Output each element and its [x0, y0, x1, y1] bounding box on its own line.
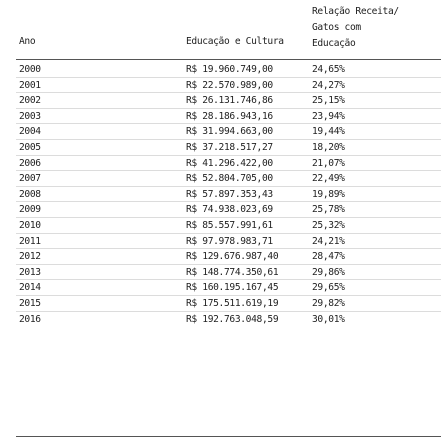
table-row: 2001 R$ 22.570.989,00 24,27% — [0, 78, 444, 94]
table-body: 2000 R$ 19.960.749,00 24,65% 2001 R$ 22.570.… — [0, 62, 444, 327]
table-row: 2003 R$ 28.186.943,16 23,94% — [0, 109, 444, 125]
table-row: 2009 R$ 74.938.023,69 25,78% — [0, 202, 444, 218]
cell-relacao: 28,47% — [312, 251, 345, 263]
table-row: 2008 R$ 57.897.353,43 19,89% — [0, 187, 444, 203]
cell-ano: 2012 — [19, 251, 41, 263]
cell-relacao: 21,07% — [312, 157, 345, 169]
table-row: 2002 R$ 26.131.746,86 25,15% — [0, 93, 444, 109]
cell-relacao: 19,89% — [312, 188, 345, 200]
cell-relacao: 29,86% — [312, 266, 345, 278]
cell-relacao: 30,01% — [312, 313, 345, 325]
header-ano: Ano — [19, 36, 36, 47]
header-relacao-receita: Relação Receita/ Gatos com Educação — [312, 6, 399, 49]
table-row: 2006 R$ 41.296.422,00 21,07% — [0, 156, 444, 172]
cell-ano: 2010 — [19, 219, 41, 231]
cell-educacao: R$ 31.994.663,00 — [186, 126, 273, 138]
cell-relacao: 25,15% — [312, 95, 345, 107]
table-header: Ano Educação e Cultura Relação Receita/ … — [0, 0, 444, 60]
cell-ano: 2007 — [19, 173, 41, 185]
table-row: 2010 R$ 85.557.991,61 25,32% — [0, 218, 444, 234]
cell-relacao: 25,32% — [312, 219, 345, 231]
cell-relacao: 19,44% — [312, 126, 345, 138]
table-row: 2014 R$ 160.195.167,45 29,65% — [0, 280, 444, 296]
cell-educacao: R$ 97.978.983,71 — [186, 235, 273, 247]
cell-educacao: R$ 175.511.619,19 — [186, 297, 279, 309]
table-bottom-rule — [16, 436, 441, 437]
table-row: 2000 R$ 19.960.749,00 24,65% — [0, 62, 444, 78]
table-row: 2005 R$ 37.218.517,27 18,20% — [0, 140, 444, 156]
cell-ano: 2009 — [19, 204, 41, 216]
cell-ano: 2008 — [19, 188, 41, 200]
table-row: 2011 R$ 97.978.983,71 24,21% — [0, 234, 444, 250]
table-row: 2004 R$ 31.994.663,00 19,44% — [0, 124, 444, 140]
cell-ano: 2002 — [19, 95, 41, 107]
table-row: 2012 R$ 129.676.987,40 28,47% — [0, 249, 444, 265]
cell-relacao: 24,65% — [312, 64, 345, 75]
cell-relacao: 22,49% — [312, 173, 345, 185]
cell-educacao: R$ 148.774.350,61 — [186, 266, 279, 278]
table-row: 2016 R$ 192.763.048,59 30,01% — [0, 312, 444, 328]
header-educacao-cultura: Educação e Cultura — [186, 36, 284, 47]
cell-ano: 2003 — [19, 110, 41, 122]
cell-ano: 2004 — [19, 126, 41, 138]
cell-ano: 2006 — [19, 157, 41, 169]
cell-ano: 2014 — [19, 282, 41, 294]
table-row: 2015 R$ 175.511.619,19 29,82% — [0, 296, 444, 312]
cell-relacao: 29,65% — [312, 282, 345, 294]
cell-relacao: 25,78% — [312, 204, 345, 216]
cell-educacao: R$ 28.186.943,16 — [186, 110, 273, 122]
cell-relacao: 18,20% — [312, 141, 345, 153]
cell-educacao: R$ 129.676.987,40 — [186, 251, 279, 263]
cell-educacao: R$ 26.131.746,86 — [186, 95, 273, 107]
cell-educacao: R$ 41.296.422,00 — [186, 157, 273, 169]
cell-ano: 2016 — [19, 313, 41, 325]
cell-educacao: R$ 19.960.749,00 — [186, 64, 273, 75]
cell-ano: 2000 — [19, 64, 41, 75]
cell-educacao: R$ 192.763.048,59 — [186, 313, 279, 325]
cell-ano: 2005 — [19, 141, 41, 153]
header-divider — [16, 59, 441, 60]
table-row: 2007 R$ 52.804.705,00 22,49% — [0, 171, 444, 187]
cell-educacao: R$ 22.570.989,00 — [186, 79, 273, 91]
cell-educacao: R$ 57.897.353,43 — [186, 188, 273, 200]
cell-ano: 2015 — [19, 297, 41, 309]
cell-relacao: 24,21% — [312, 235, 345, 247]
cell-educacao: R$ 85.557.991,61 — [186, 219, 273, 231]
cell-ano: 2013 — [19, 266, 41, 278]
cell-relacao: 24,27% — [312, 79, 345, 91]
cell-educacao: R$ 37.218.517,27 — [186, 141, 273, 153]
cell-educacao: R$ 160.195.167,45 — [186, 282, 279, 294]
cell-ano: 2001 — [19, 79, 41, 91]
cell-relacao: 29,82% — [312, 297, 345, 309]
cell-educacao: R$ 74.938.023,69 — [186, 204, 273, 216]
cell-ano: 2011 — [19, 235, 41, 247]
cell-educacao: R$ 52.804.705,00 — [186, 173, 273, 185]
table-row: 2013 R$ 148.774.350,61 29,86% — [0, 265, 444, 281]
cell-relacao: 23,94% — [312, 110, 345, 122]
